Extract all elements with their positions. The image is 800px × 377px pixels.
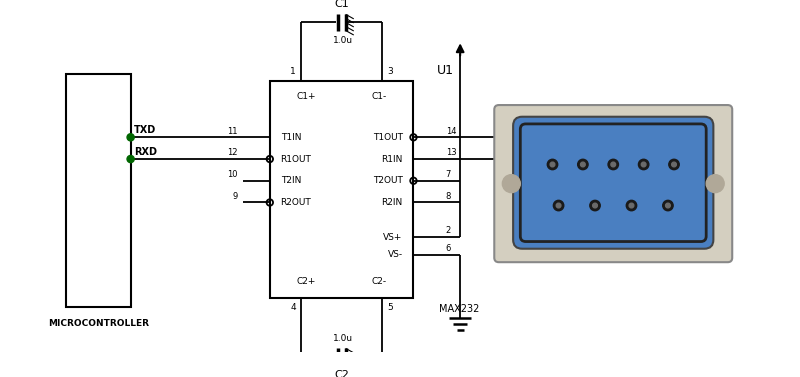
Text: 11: 11 bbox=[227, 127, 238, 135]
Text: MAX232: MAX232 bbox=[438, 304, 479, 314]
Circle shape bbox=[578, 159, 588, 170]
FancyBboxPatch shape bbox=[520, 124, 706, 242]
Circle shape bbox=[706, 175, 724, 193]
Circle shape bbox=[127, 134, 134, 141]
Text: 5: 5 bbox=[387, 303, 393, 311]
Text: C1-: C1- bbox=[371, 92, 386, 101]
Text: C2+: C2+ bbox=[297, 277, 316, 287]
Text: C1+: C1+ bbox=[297, 92, 316, 101]
Text: T2OUT: T2OUT bbox=[373, 176, 402, 185]
Text: R2IN: R2IN bbox=[382, 198, 402, 207]
Text: 7: 7 bbox=[446, 170, 451, 179]
Text: 8: 8 bbox=[446, 192, 451, 201]
Circle shape bbox=[127, 155, 134, 162]
Text: R1IN: R1IN bbox=[382, 155, 402, 164]
Text: RXD: RXD bbox=[134, 147, 158, 157]
Text: 4: 4 bbox=[290, 303, 296, 311]
Circle shape bbox=[590, 200, 600, 211]
Text: R1OUT: R1OUT bbox=[281, 155, 311, 164]
Circle shape bbox=[550, 162, 555, 167]
Text: 1.0u: 1.0u bbox=[334, 334, 354, 343]
Circle shape bbox=[608, 159, 618, 170]
Text: T1IN: T1IN bbox=[281, 133, 301, 142]
Circle shape bbox=[502, 175, 520, 193]
Circle shape bbox=[672, 162, 676, 167]
FancyBboxPatch shape bbox=[513, 117, 714, 249]
Text: T2IN: T2IN bbox=[281, 176, 301, 185]
Circle shape bbox=[556, 203, 561, 208]
Text: VS-: VS- bbox=[387, 250, 402, 259]
Circle shape bbox=[611, 162, 615, 167]
Text: C1: C1 bbox=[334, 0, 349, 9]
Bar bbox=[270, 81, 414, 298]
Circle shape bbox=[554, 200, 564, 211]
Text: 3: 3 bbox=[387, 67, 393, 76]
Text: VS+: VS+ bbox=[383, 233, 402, 242]
Circle shape bbox=[638, 159, 649, 170]
Circle shape bbox=[666, 203, 670, 208]
Circle shape bbox=[629, 203, 634, 208]
Text: U1: U1 bbox=[436, 64, 454, 77]
Circle shape bbox=[547, 159, 558, 170]
Text: C2-: C2- bbox=[371, 277, 386, 287]
Circle shape bbox=[662, 200, 673, 211]
Circle shape bbox=[581, 162, 586, 167]
Text: 2: 2 bbox=[446, 227, 451, 236]
Circle shape bbox=[642, 162, 646, 167]
Text: 10: 10 bbox=[227, 170, 238, 179]
Text: TXD: TXD bbox=[134, 125, 157, 135]
Text: MICROCONTROLLER: MICROCONTROLLER bbox=[48, 319, 149, 328]
Bar bbox=[66, 74, 130, 307]
Circle shape bbox=[593, 203, 598, 208]
Text: 14: 14 bbox=[446, 127, 456, 135]
Text: 1.0u: 1.0u bbox=[334, 36, 354, 45]
Text: R2OUT: R2OUT bbox=[281, 198, 311, 207]
Text: 6: 6 bbox=[446, 244, 451, 253]
Circle shape bbox=[626, 200, 637, 211]
Text: 9: 9 bbox=[232, 192, 238, 201]
Circle shape bbox=[669, 159, 679, 170]
Text: C2: C2 bbox=[334, 370, 349, 377]
Text: T1OUT: T1OUT bbox=[373, 133, 402, 142]
FancyBboxPatch shape bbox=[494, 105, 732, 262]
Text: 13: 13 bbox=[446, 148, 457, 157]
Text: 12: 12 bbox=[227, 148, 238, 157]
Text: 1: 1 bbox=[290, 67, 296, 76]
